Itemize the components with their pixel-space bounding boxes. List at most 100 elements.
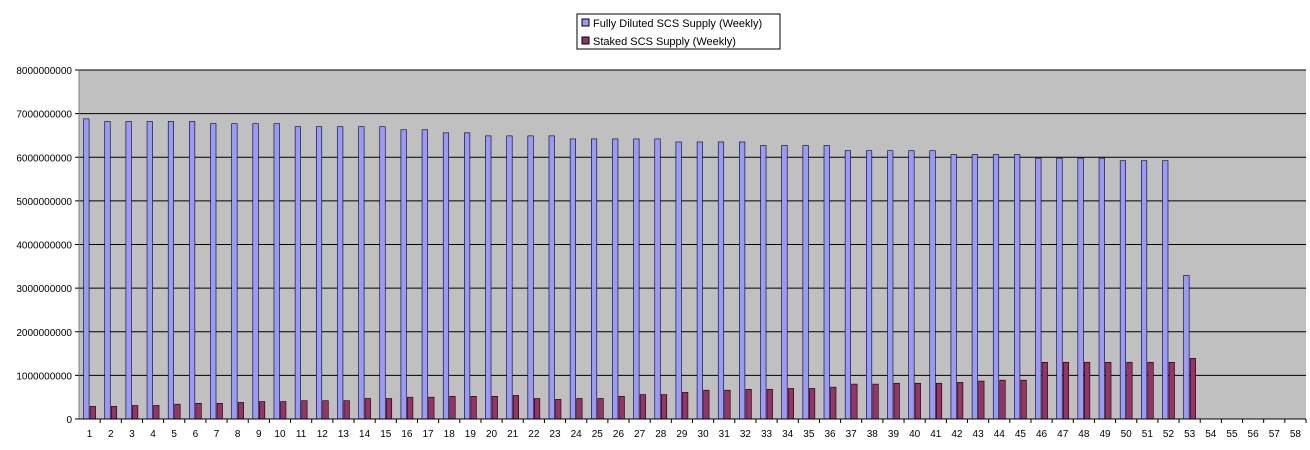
bar-staked bbox=[364, 398, 371, 420]
bar-staked bbox=[195, 402, 202, 420]
bar-staked bbox=[110, 406, 118, 420]
x-tick-label: 24 bbox=[571, 429, 583, 440]
legend-box bbox=[576, 13, 781, 50]
bar-staked bbox=[787, 388, 795, 420]
x-tick-label: 11 bbox=[296, 429, 307, 440]
bar-fully-diluted bbox=[506, 135, 513, 420]
bar-fully-diluted bbox=[1119, 160, 1126, 420]
bar-fully-diluted bbox=[337, 126, 344, 420]
bar-fully-diluted bbox=[210, 123, 217, 420]
x-tick-label: 30 bbox=[698, 429, 710, 440]
bar-staked bbox=[1189, 358, 1196, 420]
gridlines bbox=[79, 69, 1306, 376]
bar-fully-diluted bbox=[739, 141, 746, 420]
bar-fully-diluted bbox=[1014, 154, 1021, 420]
bar-staked bbox=[1105, 361, 1112, 420]
bar-fully-diluted bbox=[273, 123, 280, 420]
bar-staked bbox=[89, 406, 96, 420]
bar-fully-diluted bbox=[421, 129, 428, 420]
y-tick-label: 1000000000 bbox=[16, 371, 72, 382]
x-tick-label: 54 bbox=[1205, 429, 1217, 440]
bar-staked bbox=[1062, 361, 1070, 420]
x-tick-label: 33 bbox=[761, 429, 773, 440]
x-tick-label: 18 bbox=[444, 429, 456, 440]
x-tick-label: 22 bbox=[528, 429, 540, 440]
bar-staked bbox=[385, 398, 393, 420]
bar-fully-diluted bbox=[717, 141, 725, 420]
x-tick-label: 13 bbox=[338, 429, 350, 440]
x-tick-label: 17 bbox=[422, 429, 434, 440]
bar-staked bbox=[343, 400, 350, 420]
x-tick-label: 23 bbox=[549, 429, 561, 440]
bar-fully-diluted bbox=[527, 135, 534, 420]
x-tick-label: 46 bbox=[1036, 429, 1048, 440]
bar-staked bbox=[872, 383, 879, 420]
bar-staked bbox=[512, 395, 519, 420]
bar-fully-diluted bbox=[654, 138, 661, 420]
x-tick-label: 39 bbox=[888, 429, 900, 440]
bar-staked bbox=[1168, 361, 1175, 420]
legend-swatch-fully-diluted bbox=[581, 18, 590, 27]
x-tick-label: 34 bbox=[782, 429, 794, 440]
y-tick-label: 7000000000 bbox=[16, 110, 72, 121]
bar-staked bbox=[534, 398, 541, 420]
x-tick-label: 28 bbox=[655, 429, 667, 440]
bar-fully-diluted bbox=[802, 145, 809, 420]
legend-label-fully-diluted: Fully Diluted SCS Supply (Weekly) bbox=[593, 18, 762, 30]
bar-staked bbox=[174, 403, 181, 420]
x-tick-label: 42 bbox=[951, 429, 963, 440]
bar-fully-diluted bbox=[252, 123, 259, 420]
y-tick-label: 0 bbox=[66, 415, 72, 426]
bar-staked bbox=[809, 388, 816, 420]
bar-fully-diluted bbox=[104, 121, 111, 420]
bar-staked bbox=[1020, 379, 1027, 420]
bar-fully-diluted bbox=[379, 126, 386, 420]
x-tick-label: 5 bbox=[171, 429, 177, 440]
bar-fully-diluted bbox=[294, 126, 301, 420]
bar-fully-diluted bbox=[1183, 275, 1190, 420]
bar-fully-diluted bbox=[315, 126, 323, 420]
x-tick-label: 50 bbox=[1121, 429, 1133, 440]
bar-staked bbox=[555, 399, 562, 420]
bar-staked bbox=[724, 389, 731, 420]
x-tick-label: 19 bbox=[465, 429, 477, 440]
x-tick-label: 41 bbox=[930, 429, 942, 440]
bar-staked bbox=[576, 398, 583, 420]
x-tick-label: 38 bbox=[867, 429, 879, 440]
bar-fully-diluted bbox=[569, 138, 576, 420]
bar-staked bbox=[745, 389, 752, 420]
bar-fully-diluted bbox=[125, 121, 132, 420]
bar-fully-diluted bbox=[146, 121, 153, 420]
x-tick-label: 14 bbox=[359, 429, 371, 440]
legend-swatch-staked bbox=[581, 36, 590, 45]
x-tick-label: 10 bbox=[274, 429, 286, 440]
bar-staked bbox=[153, 405, 160, 420]
x-tick-label: 52 bbox=[1163, 429, 1175, 440]
x-tick-label: 1 bbox=[87, 429, 93, 440]
y-tick-labels: 0 1000000000 2000000000 3000000000 400000000… bbox=[16, 66, 79, 426]
x-tick-label: 4 bbox=[150, 429, 156, 440]
x-tick-label: 40 bbox=[909, 429, 921, 440]
bar-staked bbox=[1041, 361, 1048, 420]
x-tick-label: 6 bbox=[193, 429, 199, 440]
bar-fully-diluted bbox=[971, 154, 978, 420]
bar-staked bbox=[301, 400, 308, 420]
x-tick-label: 25 bbox=[592, 429, 604, 440]
bar-fully-diluted bbox=[1056, 157, 1063, 420]
bar-staked bbox=[957, 382, 964, 420]
bar-fully-diluted bbox=[929, 150, 936, 420]
x-tick-label: 12 bbox=[317, 429, 329, 440]
bar-fully-diluted bbox=[887, 150, 894, 420]
bar-staked bbox=[914, 382, 921, 420]
bar-fully-diluted bbox=[675, 141, 682, 420]
x-tick-label: 16 bbox=[401, 429, 413, 440]
x-tick-label: 15 bbox=[380, 429, 392, 440]
bar-fully-diluted bbox=[633, 138, 640, 420]
bar-fully-diluted bbox=[548, 135, 555, 420]
bar-fully-diluted bbox=[992, 154, 1000, 420]
bar-fully-diluted bbox=[485, 135, 492, 420]
bar-fully-diluted bbox=[1141, 160, 1148, 420]
x-tick-label: 58 bbox=[1290, 429, 1302, 440]
y-tick-label: 3000000000 bbox=[16, 284, 72, 295]
x-tick-label: 20 bbox=[486, 429, 498, 440]
